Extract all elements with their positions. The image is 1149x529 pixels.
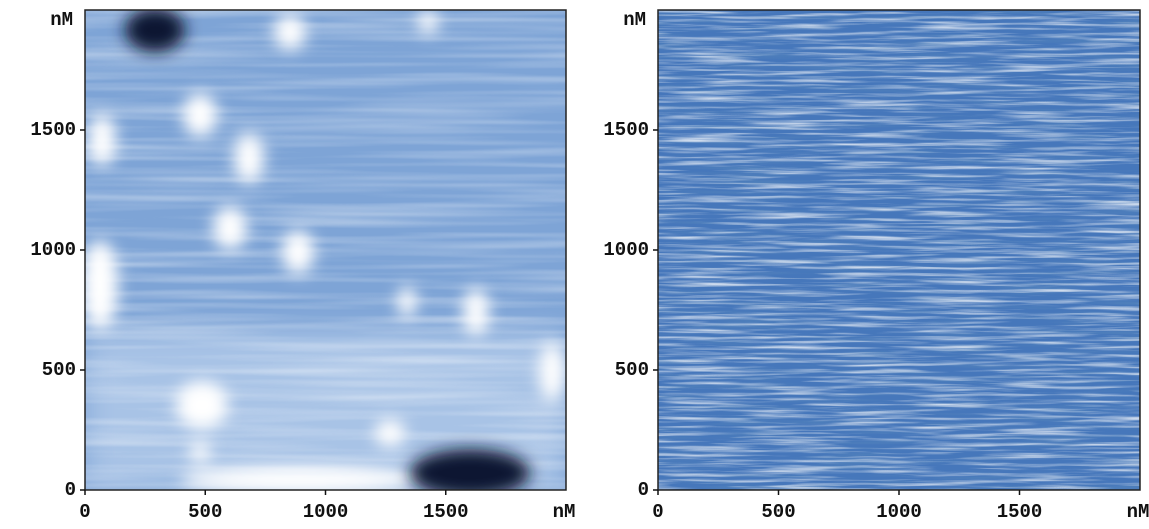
x-axis-unit: nM bbox=[1127, 501, 1149, 523]
y-tick-label: 500 bbox=[42, 359, 76, 381]
afm-image-left bbox=[85, 10, 566, 490]
x-tick-label: 0 bbox=[652, 501, 663, 523]
x-tick-label: 1500 bbox=[423, 501, 469, 523]
x-tick-label: 500 bbox=[188, 501, 222, 523]
x-axis-unit: nM bbox=[553, 501, 576, 523]
y-tick-label: 0 bbox=[65, 479, 76, 501]
y-tick-label: 500 bbox=[615, 359, 649, 381]
x-tick-label: 500 bbox=[761, 501, 795, 523]
x-tick-label: 1000 bbox=[303, 501, 349, 523]
x-tick-label: 0 bbox=[79, 501, 90, 523]
y-axis-unit: nM bbox=[623, 9, 646, 31]
afm-image-right bbox=[658, 10, 1140, 490]
y-tick-label: 1500 bbox=[603, 119, 649, 141]
y-tick-label: 1000 bbox=[603, 239, 649, 261]
y-tick-label: 1500 bbox=[30, 119, 76, 141]
x-tick-label: 1000 bbox=[876, 501, 922, 523]
y-tick-label: 1000 bbox=[30, 239, 76, 261]
y-tick-label: 0 bbox=[638, 479, 649, 501]
x-tick-label: 1500 bbox=[997, 501, 1043, 523]
y-axis-unit: nM bbox=[50, 9, 73, 31]
